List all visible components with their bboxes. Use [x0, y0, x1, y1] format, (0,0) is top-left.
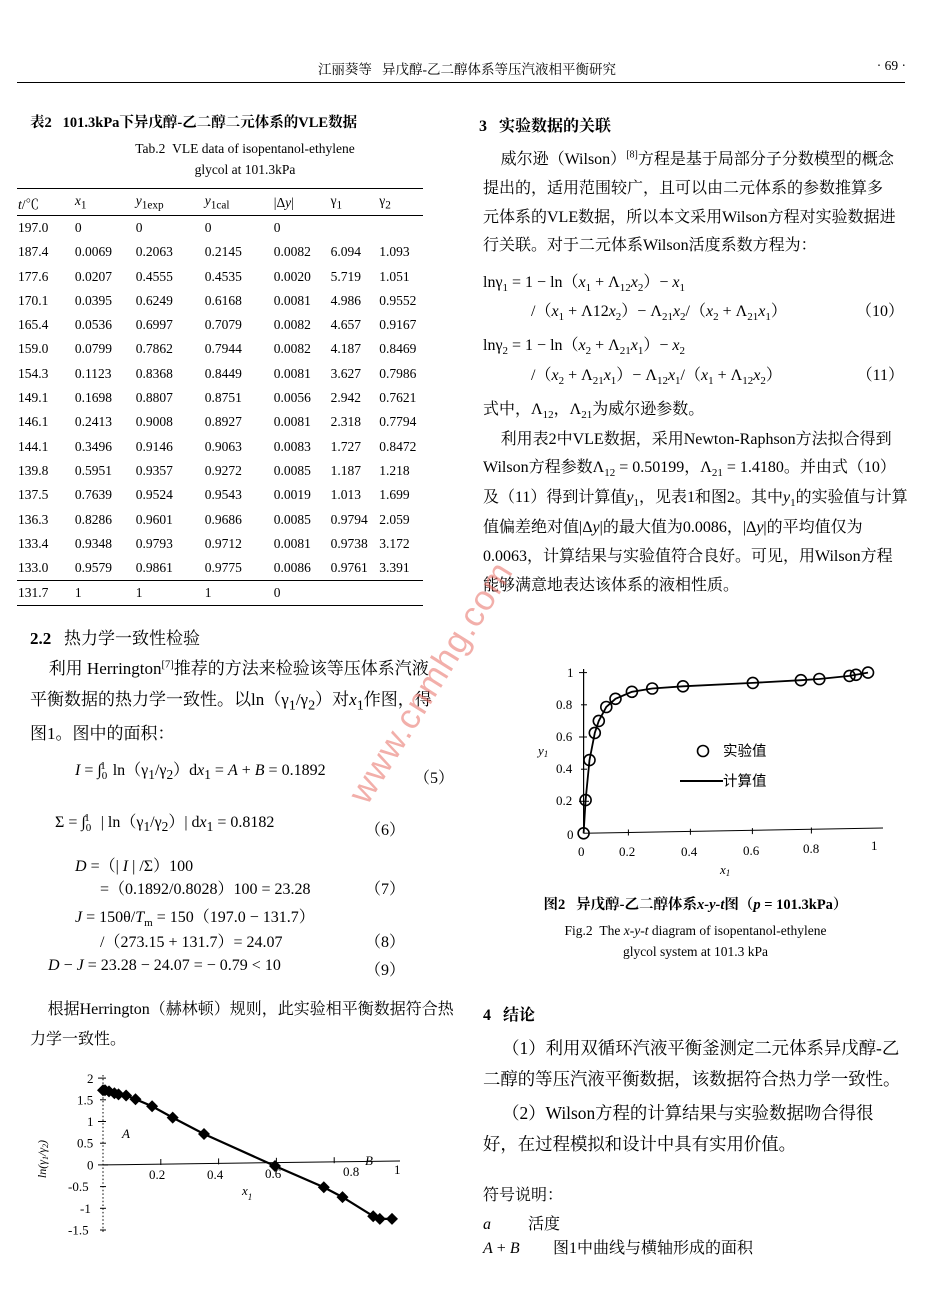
- svg-text:1: 1: [567, 665, 574, 680]
- svg-text:A: A: [121, 1126, 130, 1141]
- svg-text:B: B: [365, 1153, 373, 1168]
- svg-text:1: 1: [871, 838, 878, 853]
- svg-text:0: 0: [567, 827, 574, 842]
- svg-text:x1: x1: [719, 862, 730, 878]
- svg-text:0.2: 0.2: [556, 793, 572, 808]
- svg-text:0.2: 0.2: [149, 1167, 165, 1182]
- svg-text:0.2: 0.2: [619, 844, 635, 859]
- svg-text:0: 0: [87, 1157, 94, 1172]
- svg-text:0.4: 0.4: [207, 1167, 224, 1182]
- svg-text:-0.5: -0.5: [68, 1179, 89, 1194]
- svg-text:x1: x1: [241, 1183, 252, 1202]
- svg-text:0.4: 0.4: [556, 761, 573, 776]
- svg-text:0.5: 0.5: [77, 1135, 93, 1150]
- svg-text:0.6: 0.6: [743, 843, 760, 858]
- svg-text:计算值: 计算值: [723, 773, 767, 790]
- svg-text:0.6: 0.6: [556, 729, 573, 744]
- svg-text:实验值: 实验值: [723, 743, 767, 760]
- svg-text:2: 2: [87, 1073, 94, 1086]
- svg-text:1: 1: [87, 1114, 94, 1129]
- svg-text:0.8: 0.8: [556, 697, 572, 712]
- svg-text:0.4: 0.4: [681, 844, 698, 859]
- svg-text:0.8: 0.8: [803, 841, 819, 856]
- svg-text:1.5: 1.5: [77, 1092, 93, 1107]
- svg-text:-1: -1: [80, 1201, 91, 1216]
- svg-text:y1: y1: [536, 743, 548, 759]
- svg-text:1: 1: [394, 1162, 401, 1177]
- svg-text:ln(γ1/γ2): ln(γ1/γ2): [35, 1140, 50, 1178]
- svg-text:0: 0: [578, 844, 585, 859]
- svg-text:0.8: 0.8: [343, 1164, 359, 1179]
- svg-text:-1.5: -1.5: [68, 1222, 89, 1237]
